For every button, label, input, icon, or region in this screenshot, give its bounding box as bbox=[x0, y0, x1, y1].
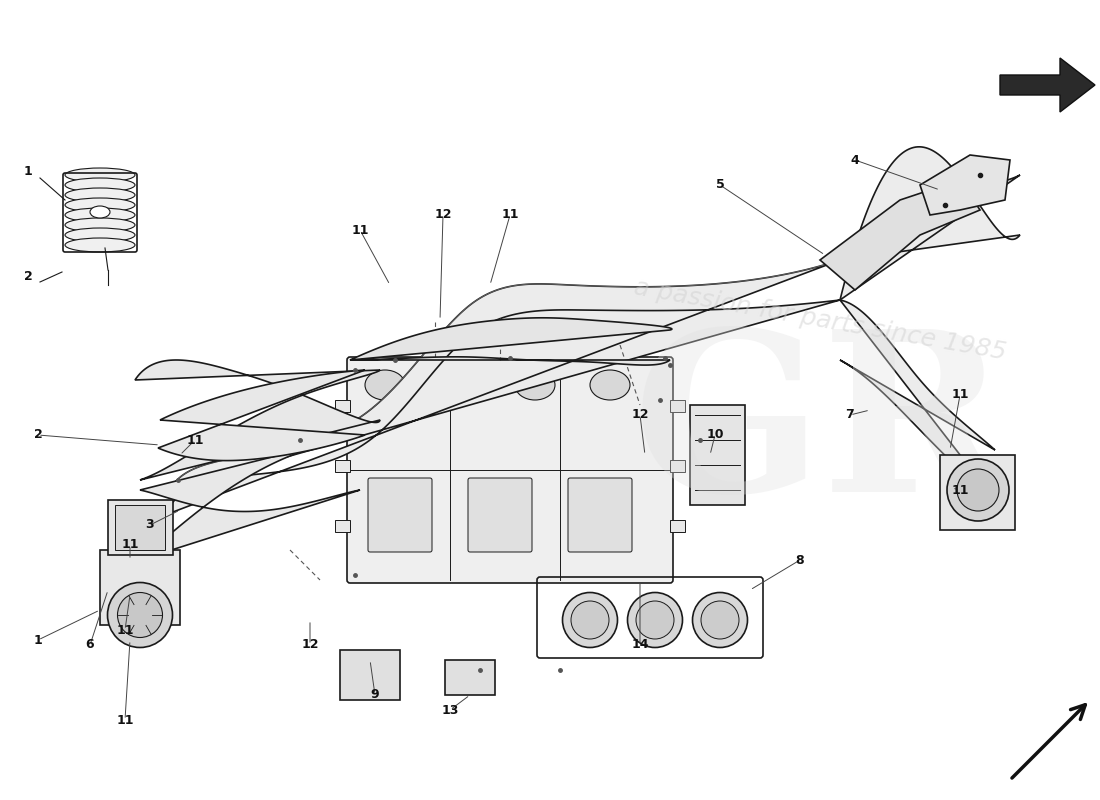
Text: 9: 9 bbox=[371, 689, 380, 702]
Text: 11: 11 bbox=[186, 434, 204, 446]
Text: 3: 3 bbox=[145, 518, 154, 531]
Ellipse shape bbox=[562, 593, 617, 647]
Text: 11: 11 bbox=[952, 389, 969, 402]
Text: 11: 11 bbox=[121, 538, 139, 551]
Polygon shape bbox=[140, 435, 360, 560]
Text: 2: 2 bbox=[34, 429, 43, 442]
Text: 8: 8 bbox=[795, 554, 804, 566]
Bar bbox=[100, 550, 180, 625]
Text: 1: 1 bbox=[23, 165, 32, 178]
Polygon shape bbox=[840, 300, 996, 500]
Text: 6: 6 bbox=[86, 638, 95, 651]
Polygon shape bbox=[165, 260, 840, 515]
FancyBboxPatch shape bbox=[346, 357, 673, 583]
Text: 1: 1 bbox=[34, 634, 43, 646]
Ellipse shape bbox=[627, 593, 682, 647]
Ellipse shape bbox=[365, 370, 405, 400]
FancyBboxPatch shape bbox=[368, 478, 432, 552]
Text: 11: 11 bbox=[502, 209, 519, 222]
Polygon shape bbox=[350, 318, 672, 365]
Text: 11: 11 bbox=[117, 623, 134, 637]
Ellipse shape bbox=[636, 601, 674, 639]
Bar bbox=[670, 460, 685, 472]
Ellipse shape bbox=[65, 188, 135, 202]
Ellipse shape bbox=[65, 238, 135, 252]
Bar bbox=[116, 505, 165, 550]
Text: GR: GR bbox=[632, 322, 1008, 538]
Bar bbox=[940, 455, 1015, 530]
Text: 12: 12 bbox=[301, 638, 319, 651]
Ellipse shape bbox=[65, 168, 135, 182]
FancyBboxPatch shape bbox=[568, 478, 632, 552]
Ellipse shape bbox=[947, 459, 1009, 521]
Bar bbox=[446, 660, 495, 695]
Ellipse shape bbox=[571, 601, 609, 639]
Bar bbox=[340, 650, 400, 700]
Text: 4: 4 bbox=[850, 154, 859, 166]
Text: 11: 11 bbox=[117, 714, 134, 726]
Text: 13: 13 bbox=[441, 703, 459, 717]
Text: 7: 7 bbox=[846, 409, 855, 422]
Text: 10: 10 bbox=[706, 429, 724, 442]
Ellipse shape bbox=[65, 208, 135, 222]
Polygon shape bbox=[820, 180, 980, 290]
Text: 14: 14 bbox=[631, 638, 649, 651]
Text: a passion for parts since 1985: a passion for parts since 1985 bbox=[631, 275, 1008, 365]
Polygon shape bbox=[1000, 58, 1094, 112]
Ellipse shape bbox=[440, 370, 480, 400]
Ellipse shape bbox=[118, 593, 163, 638]
Ellipse shape bbox=[693, 593, 748, 647]
Ellipse shape bbox=[108, 582, 173, 647]
Bar bbox=[108, 500, 173, 555]
Polygon shape bbox=[920, 155, 1010, 215]
Bar bbox=[336, 400, 350, 412]
Ellipse shape bbox=[590, 370, 630, 400]
Text: 12: 12 bbox=[434, 209, 452, 222]
Text: 2: 2 bbox=[23, 270, 32, 283]
Ellipse shape bbox=[65, 178, 135, 192]
Bar bbox=[670, 520, 685, 532]
Ellipse shape bbox=[90, 206, 110, 218]
Ellipse shape bbox=[957, 469, 999, 511]
Polygon shape bbox=[840, 147, 1020, 300]
Polygon shape bbox=[158, 370, 365, 461]
Text: 12: 12 bbox=[631, 409, 649, 422]
Bar bbox=[670, 400, 685, 412]
Text: 5: 5 bbox=[716, 178, 725, 191]
Ellipse shape bbox=[65, 228, 135, 242]
Ellipse shape bbox=[65, 198, 135, 212]
Bar bbox=[336, 460, 350, 472]
FancyBboxPatch shape bbox=[468, 478, 532, 552]
Bar bbox=[690, 405, 745, 505]
Ellipse shape bbox=[701, 601, 739, 639]
Polygon shape bbox=[135, 360, 380, 480]
Ellipse shape bbox=[515, 370, 556, 400]
Text: 11: 11 bbox=[952, 483, 969, 497]
Text: 11: 11 bbox=[351, 223, 369, 237]
Ellipse shape bbox=[65, 218, 135, 232]
Bar bbox=[336, 520, 350, 532]
